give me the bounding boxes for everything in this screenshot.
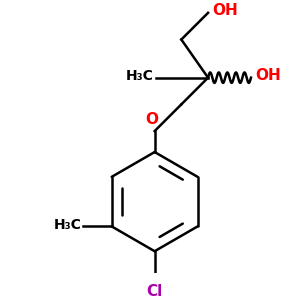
Text: H₃C: H₃C — [126, 69, 154, 83]
Text: OH: OH — [255, 68, 280, 83]
Text: H₃C: H₃C — [53, 218, 81, 232]
Text: OH: OH — [212, 3, 238, 18]
Text: O: O — [145, 112, 158, 127]
Text: Cl: Cl — [146, 284, 163, 298]
